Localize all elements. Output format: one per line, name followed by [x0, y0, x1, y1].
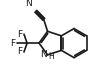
Text: N: N: [25, 0, 32, 8]
Text: F: F: [17, 30, 23, 39]
Text: N: N: [40, 50, 47, 59]
Text: F: F: [10, 39, 15, 48]
Text: F: F: [17, 47, 23, 57]
Text: H: H: [48, 52, 54, 61]
